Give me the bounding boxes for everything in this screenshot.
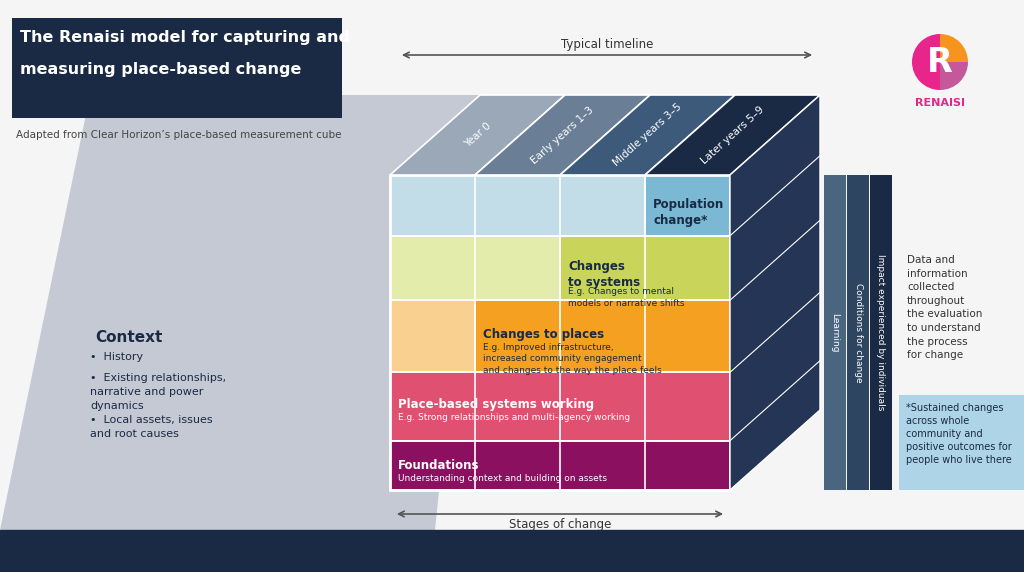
Polygon shape bbox=[0, 95, 480, 530]
Bar bbox=[870, 175, 892, 490]
Bar bbox=[847, 175, 869, 490]
Text: Learning: Learning bbox=[830, 313, 840, 352]
Polygon shape bbox=[475, 95, 650, 175]
Bar bbox=[390, 440, 730, 490]
Text: Understanding context and building on assets: Understanding context and building on as… bbox=[398, 474, 607, 483]
Bar bbox=[12, 18, 342, 118]
Polygon shape bbox=[560, 95, 735, 175]
Text: Foundations: Foundations bbox=[398, 459, 479, 472]
Text: Population
change*: Population change* bbox=[653, 198, 724, 227]
Text: Changes to places: Changes to places bbox=[483, 328, 604, 341]
Text: Early years 1–3: Early years 1–3 bbox=[529, 105, 596, 165]
Polygon shape bbox=[645, 95, 820, 175]
Bar bbox=[824, 175, 846, 490]
Text: Adapted from Clear Horizon’s place-based measurement cube: Adapted from Clear Horizon’s place-based… bbox=[16, 130, 341, 140]
Wedge shape bbox=[940, 34, 968, 62]
Text: E.g. Strong relationships and multi-agency working: E.g. Strong relationships and multi-agen… bbox=[398, 414, 630, 422]
Bar bbox=[390, 236, 560, 300]
Bar bbox=[0, 530, 1024, 572]
Text: Middle years 3–5: Middle years 3–5 bbox=[611, 102, 684, 168]
Bar bbox=[390, 300, 475, 372]
Text: *Sustained changes
across whole
community and
positive outcomes for
people who l: *Sustained changes across whole communit… bbox=[906, 403, 1012, 465]
Text: •  Local assets, issues
and root causes: • Local assets, issues and root causes bbox=[90, 415, 213, 439]
Text: Later years 5–9: Later years 5–9 bbox=[699, 104, 766, 166]
Text: RENAISI: RENAISI bbox=[915, 98, 965, 108]
Text: Year 0: Year 0 bbox=[463, 121, 493, 149]
Wedge shape bbox=[912, 34, 940, 90]
Bar bbox=[390, 372, 730, 440]
Text: Impact experienced by individuals: Impact experienced by individuals bbox=[877, 255, 886, 411]
Bar bbox=[899, 395, 1024, 490]
Text: Conditions for change: Conditions for change bbox=[853, 283, 862, 382]
Text: Changes
to systems: Changes to systems bbox=[568, 260, 640, 289]
Text: measuring place-based change: measuring place-based change bbox=[20, 62, 301, 77]
Text: R: R bbox=[927, 46, 953, 78]
Wedge shape bbox=[940, 62, 968, 90]
Text: The Renaisi model for capturing and: The Renaisi model for capturing and bbox=[20, 30, 350, 45]
Text: Stages of change: Stages of change bbox=[509, 518, 611, 531]
Text: E.g. Changes to mental
models or narrative shifts: E.g. Changes to mental models or narrati… bbox=[568, 287, 684, 308]
Text: Context: Context bbox=[95, 330, 163, 345]
Text: Place-based systems working: Place-based systems working bbox=[398, 398, 594, 411]
Polygon shape bbox=[390, 95, 565, 175]
Bar bbox=[390, 175, 730, 490]
Text: Typical timeline: Typical timeline bbox=[561, 38, 653, 51]
Bar bbox=[645, 175, 730, 236]
Text: •  History: • History bbox=[90, 352, 143, 362]
Bar bbox=[475, 300, 730, 372]
Polygon shape bbox=[730, 95, 820, 490]
Text: Data and
information
collected
throughout
the evaluation
to understand
the proce: Data and information collected throughou… bbox=[907, 255, 982, 360]
Text: •  Existing relationships,
narrative and power
dynamics: • Existing relationships, narrative and … bbox=[90, 373, 226, 411]
Bar bbox=[560, 236, 730, 300]
Text: E.g. Improved infrastructure,
increased community engagement
and changes to the : E.g. Improved infrastructure, increased … bbox=[483, 343, 662, 375]
Bar bbox=[390, 175, 645, 236]
